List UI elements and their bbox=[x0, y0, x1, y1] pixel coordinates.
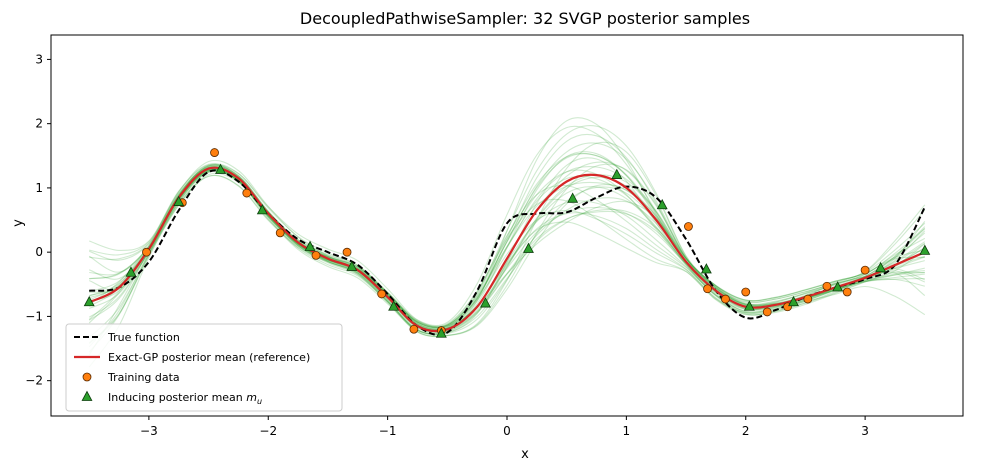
training-data-point bbox=[721, 294, 730, 304]
inducing-point bbox=[256, 204, 268, 215]
inducing-point bbox=[919, 244, 931, 255]
posterior-sample-line bbox=[89, 167, 925, 333]
training-data-point bbox=[275, 228, 285, 238]
training-data-point bbox=[842, 287, 852, 297]
inducing-point bbox=[125, 266, 137, 277]
posterior-sample-line bbox=[89, 152, 926, 329]
training-data-point bbox=[803, 294, 813, 304]
legend-label-exact-gp-mean: Exact-GP posterior mean (reference) bbox=[108, 351, 310, 364]
x-tick-label: 2 bbox=[742, 424, 750, 438]
y-axis-label: y bbox=[11, 219, 26, 227]
y-tick-label: −1 bbox=[25, 309, 43, 323]
legend-inducing-swatch bbox=[81, 390, 93, 401]
legend-label-training-data: Training data bbox=[107, 371, 180, 384]
y-tick-label: −2 bbox=[25, 374, 43, 388]
training-data-point bbox=[409, 324, 419, 334]
inducing-point bbox=[304, 240, 316, 251]
inducing-point bbox=[743, 300, 755, 311]
legend: True function Exact-GP posterior mean (re… bbox=[65, 323, 343, 412]
inducing-point bbox=[788, 295, 799, 307]
chart-title: DecoupledPathwiseSampler: 32 SVGP poster… bbox=[300, 9, 750, 28]
markers-group bbox=[83, 148, 931, 338]
x-axis-label: x bbox=[521, 447, 529, 462]
legend-label-inducing: Inducing posterior mean mu bbox=[108, 391, 262, 406]
x-tick-label: 3 bbox=[861, 424, 869, 438]
training-data-point bbox=[210, 148, 219, 157]
training-data-point bbox=[242, 188, 252, 198]
posterior-sample-line bbox=[89, 164, 925, 335]
inducing-point bbox=[611, 168, 623, 179]
x-tick-label: 0 bbox=[503, 424, 511, 438]
inducing-point bbox=[435, 327, 447, 338]
inducing-point bbox=[215, 163, 226, 174]
axis-ticks-group: −3 −2 −1 0 1 2 3 −2 −1 0 1 2 3 bbox=[25, 52, 869, 438]
legend-label-true-function: True function bbox=[107, 331, 180, 344]
inducing-point bbox=[346, 260, 358, 271]
inducing-point bbox=[173, 195, 185, 206]
inducing-point bbox=[700, 263, 712, 274]
training-data-point bbox=[762, 307, 772, 317]
x-tick-label: 1 bbox=[623, 424, 631, 438]
x-tick-label: −2 bbox=[259, 424, 277, 438]
inducing-point bbox=[523, 242, 534, 253]
training-data-point bbox=[703, 284, 712, 294]
posterior-sample-line bbox=[88, 172, 926, 368]
posterior-sample-line bbox=[88, 163, 926, 328]
x-tick-label: −1 bbox=[379, 424, 397, 438]
inducing-point bbox=[567, 192, 579, 203]
training-data-point bbox=[377, 289, 387, 299]
legend-box bbox=[65, 323, 343, 412]
training-data-point bbox=[342, 247, 352, 257]
y-tick-label: 1 bbox=[35, 181, 43, 195]
training-data-point bbox=[860, 265, 870, 275]
posterior-sample-line bbox=[88, 163, 926, 330]
legend-training-data-swatch bbox=[82, 372, 92, 382]
training-data-point bbox=[741, 287, 751, 297]
x-tick-label: −3 bbox=[140, 424, 158, 438]
training-data-point bbox=[684, 222, 693, 231]
posterior-sample-line bbox=[89, 163, 925, 331]
training-data-point bbox=[822, 281, 832, 291]
exact-gp-mean-line bbox=[88, 166, 926, 333]
posterior-sample-line bbox=[89, 125, 926, 327]
posterior-sample-line bbox=[88, 141, 926, 337]
y-tick-label: 0 bbox=[35, 245, 43, 259]
y-tick-label: 2 bbox=[35, 117, 43, 131]
training-data-point bbox=[311, 250, 321, 260]
inducing-point bbox=[832, 281, 844, 292]
inducing-point bbox=[656, 198, 668, 210]
training-data-point bbox=[142, 247, 151, 257]
inducing-point bbox=[480, 297, 491, 308]
inducing-point bbox=[875, 261, 887, 273]
inducing-point bbox=[388, 300, 400, 311]
inducing-point bbox=[83, 295, 95, 307]
y-tick-label: 3 bbox=[35, 52, 43, 66]
posterior-sample-line bbox=[89, 165, 925, 328]
